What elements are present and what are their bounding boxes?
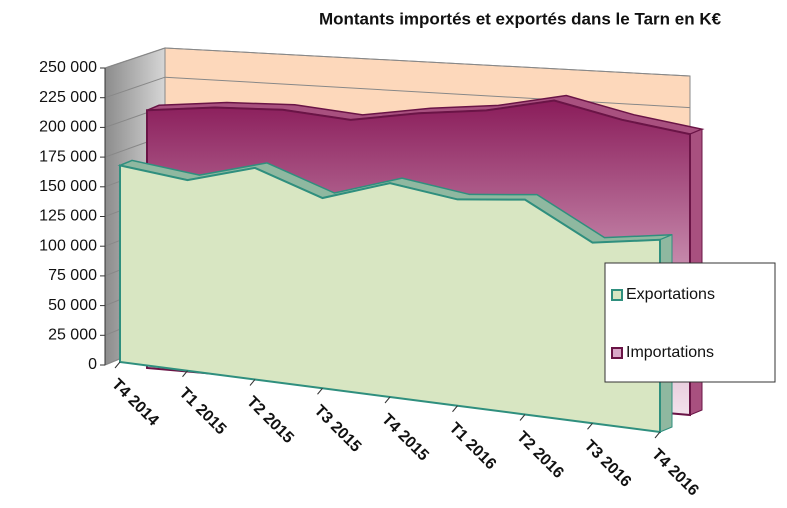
x-tick [114, 361, 121, 369]
x-tick [654, 431, 661, 439]
y-tick-label: 250 000 [39, 59, 97, 76]
y-tick-label: 175 000 [39, 148, 97, 165]
x-tick-label: T4 2016 [648, 446, 702, 500]
y-tick-label: 150 000 [39, 178, 97, 195]
legend-label: Importations [626, 344, 714, 361]
x-tick-label: T4 2014 [108, 376, 162, 430]
x-tick-label: T1 2016 [446, 420, 500, 474]
x-tick [452, 405, 458, 413]
y-tick-label: 75 000 [48, 267, 97, 284]
grid-line [104, 76, 166, 99]
legend-label: Exportations [626, 286, 715, 303]
x-tick [587, 422, 593, 430]
legend-swatch [611, 289, 623, 301]
grid-line [164, 76, 691, 109]
legend-swatch [611, 347, 623, 359]
x-tick-label: T4 2015 [378, 411, 432, 465]
y-tick-label: 125 000 [39, 208, 97, 225]
y-tick-label: 50 000 [48, 297, 97, 314]
x-tick [384, 396, 391, 404]
y-tick-label: 225 000 [39, 89, 97, 106]
legend: Importations Exportations [604, 262, 776, 383]
chart-title: Montants importés et exportés dans le Ta… [319, 9, 722, 28]
x-tick-label: T3 2015 [311, 402, 365, 456]
grid-line [164, 47, 691, 77]
x-tick-label: T2 2016 [513, 428, 567, 482]
x-tick [249, 379, 256, 386]
legend-box [604, 262, 776, 383]
y-tick-label: 0 [88, 356, 97, 373]
y-tick-label: 25 000 [48, 327, 97, 344]
x-tick [182, 370, 188, 378]
y-tick-label: 200 000 [39, 119, 97, 136]
x-tick-label: T3 2016 [581, 437, 635, 491]
x-tick [317, 387, 323, 395]
x-tick-label: T2 2015 [243, 393, 297, 447]
grid-line [104, 47, 166, 69]
x-tick-label: T1 2015 [176, 385, 230, 439]
y-tick-label: 100 000 [39, 237, 97, 254]
x-tick [519, 414, 526, 421]
